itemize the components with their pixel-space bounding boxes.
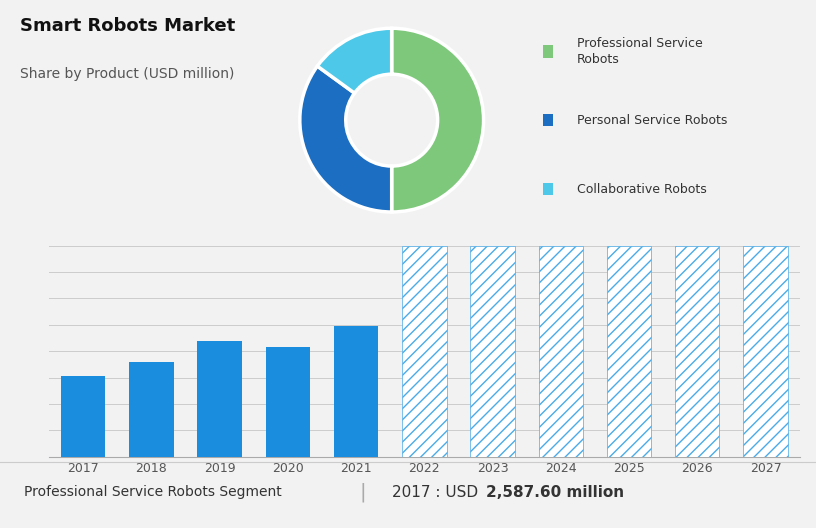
Wedge shape bbox=[317, 28, 392, 93]
Text: 2017 : USD: 2017 : USD bbox=[392, 485, 483, 500]
Bar bbox=[675, 246, 720, 457]
Bar bbox=[129, 362, 174, 457]
Text: Personal Service Robots: Personal Service Robots bbox=[577, 114, 727, 127]
Text: Smart Robots Market: Smart Robots Market bbox=[20, 17, 236, 35]
Text: Professional Service
Robots: Professional Service Robots bbox=[577, 37, 703, 65]
Bar bbox=[266, 347, 310, 457]
Text: 2,587.60 million: 2,587.60 million bbox=[486, 485, 623, 500]
Bar bbox=[402, 246, 446, 457]
Bar bbox=[743, 246, 787, 457]
Text: Collaborative Robots: Collaborative Robots bbox=[577, 183, 707, 195]
FancyBboxPatch shape bbox=[543, 45, 552, 58]
Wedge shape bbox=[392, 28, 484, 212]
FancyBboxPatch shape bbox=[543, 183, 552, 195]
Text: |: | bbox=[359, 483, 366, 502]
Bar bbox=[539, 246, 583, 457]
Bar bbox=[607, 246, 651, 457]
Text: Share by Product (USD million): Share by Product (USD million) bbox=[20, 67, 235, 81]
FancyBboxPatch shape bbox=[543, 114, 552, 126]
Bar bbox=[470, 246, 515, 457]
Text: Professional Service Robots Segment: Professional Service Robots Segment bbox=[24, 485, 282, 499]
Wedge shape bbox=[299, 66, 392, 212]
Bar bbox=[61, 376, 105, 457]
Bar bbox=[197, 341, 242, 457]
Bar bbox=[334, 326, 379, 457]
